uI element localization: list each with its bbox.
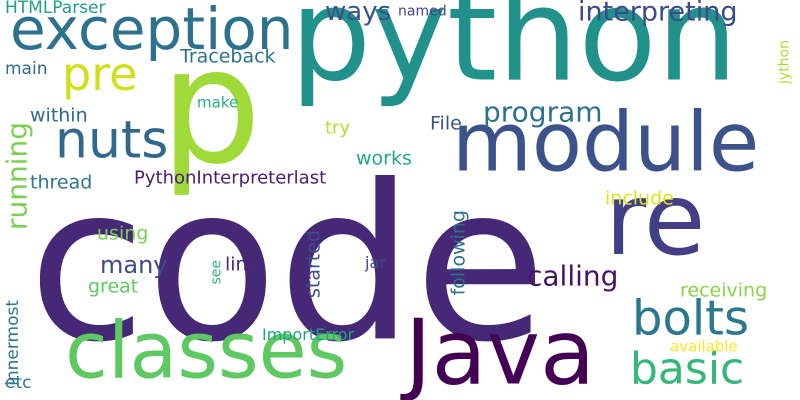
word-program: program xyxy=(483,95,603,128)
word-running: running xyxy=(0,122,33,230)
word-bolts: bolts xyxy=(632,290,749,346)
word-module: module xyxy=(452,95,759,190)
word-ways: ways xyxy=(325,0,391,27)
word-thread: thread xyxy=(30,171,92,193)
word-re: re xyxy=(605,161,705,278)
word-etc: etc xyxy=(5,373,31,393)
word-exception: exception xyxy=(10,0,293,63)
word-file: File xyxy=(430,112,462,134)
word-basic: basic xyxy=(630,343,744,394)
word-pythoninterpreterlast: PythonInterpreterlast xyxy=(134,168,326,189)
word-jython: jython xyxy=(777,40,793,85)
word-classes: classes xyxy=(65,306,347,396)
word-innermost: innermost xyxy=(3,300,23,386)
word-try: try xyxy=(325,118,350,139)
word-calling: calling xyxy=(527,259,618,292)
word-include: include xyxy=(605,187,674,209)
word-receiving: receiving xyxy=(680,279,767,301)
word-p: p xyxy=(160,13,262,200)
word-many: many xyxy=(100,251,168,279)
word-see: see xyxy=(209,260,225,285)
word-htmlparser: HTMLParser xyxy=(5,0,106,18)
word-main: main xyxy=(5,59,47,79)
word-python: python xyxy=(290,0,738,110)
word-traceback: Traceback xyxy=(179,45,276,67)
word-nuts: nuts xyxy=(55,111,168,171)
word-available: available xyxy=(670,337,738,355)
word-make: make xyxy=(197,93,238,111)
word-line: line xyxy=(225,253,259,275)
word-named: named xyxy=(398,4,447,20)
word-works: works xyxy=(356,147,412,169)
word-using: using xyxy=(97,222,148,244)
word-code: code xyxy=(28,138,547,389)
word-importerror: ImportError xyxy=(262,325,355,344)
word-great: great xyxy=(88,275,138,297)
word-started: started xyxy=(302,230,324,298)
word-following: following xyxy=(447,210,469,295)
word-within: within xyxy=(30,104,88,126)
word-pre: pre xyxy=(62,47,137,101)
word-interpreting: interpreting xyxy=(578,0,738,28)
word-jar: jar xyxy=(364,253,386,272)
word-java: Java xyxy=(400,300,595,400)
